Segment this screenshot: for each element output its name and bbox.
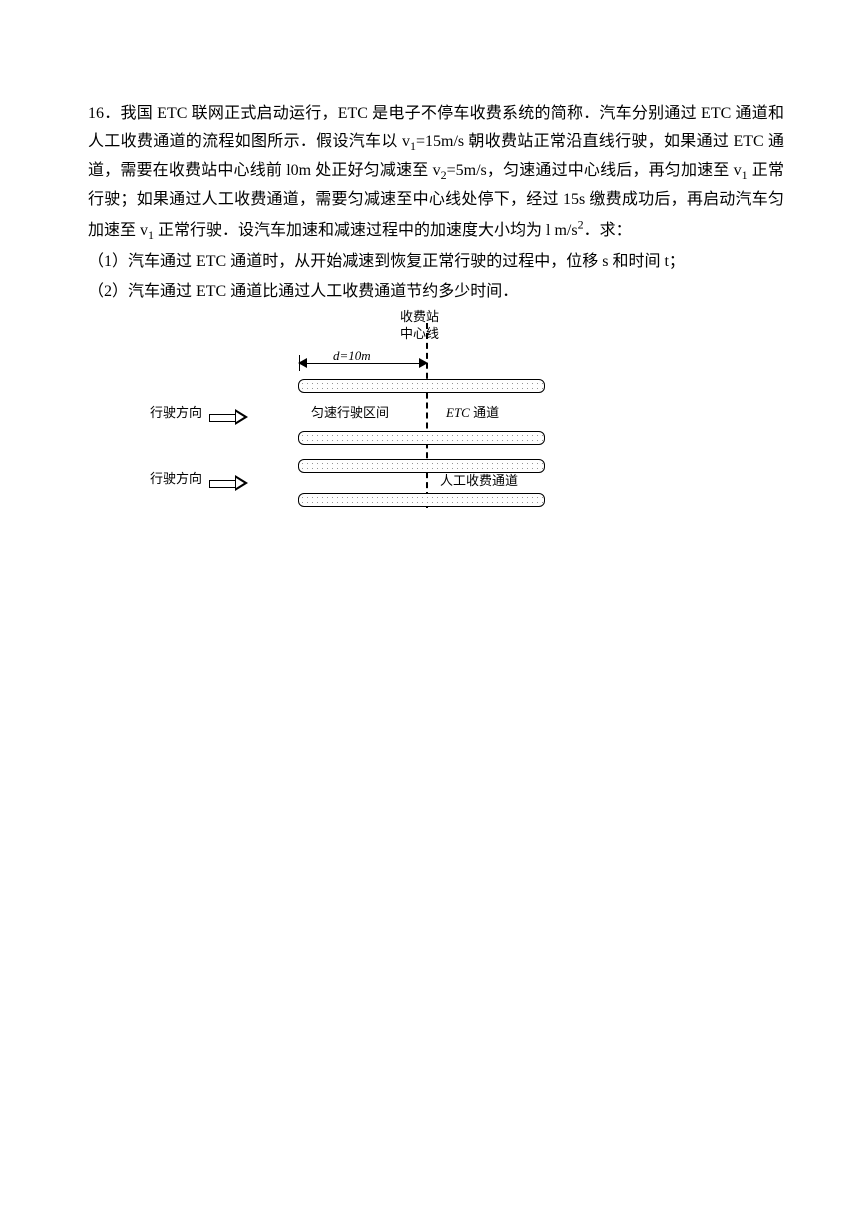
etc-lane-border-top: [298, 379, 545, 393]
dim-label: d=10m: [333, 345, 371, 368]
etc-lane-border-bottom: [298, 431, 545, 445]
uniform-speed-zone-label: 匀速行驶区间: [311, 402, 389, 425]
manual-lane-label: 人工收费通道: [440, 470, 518, 493]
sub-question-2: （2）汽车通过 ETC 通道比通过人工收费通道节约多少时间．: [88, 278, 784, 306]
direction-label-1: 行驶方向: [150, 402, 202, 425]
etc-lane-label: ETC 通道: [446, 402, 499, 425]
direction-arrow-2: [209, 464, 247, 503]
direction-arrow-1: [209, 398, 247, 437]
problem-text: 我国 ETC 联网正式启动运行，ETC 是电子不停车收费系统的简称．汽车分别通过…: [88, 105, 784, 239]
direction-label-2: 行驶方向: [150, 468, 202, 491]
dim-arrow-right: [419, 358, 428, 368]
manual-lane-border-bottom: [298, 493, 545, 507]
question-number: 16．: [88, 105, 120, 122]
problem-statement: 16．我国 ETC 联网正式启动运行，ETC 是电子不停车收费系统的简称．汽车分…: [88, 100, 784, 246]
toll-station-label: 收费站中心线: [400, 309, 439, 343]
sub-question-1: （1）汽车通过 ETC 通道时，从开始减速到恢复正常行驶的过程中，位移 s 和时…: [88, 248, 784, 276]
diagram: 收费站中心线 d=10m 行驶方向 行驶方向 匀速行驶区间 ETC 通道 人工收…: [168, 312, 784, 522]
center-dashed-line: [426, 323, 428, 508]
